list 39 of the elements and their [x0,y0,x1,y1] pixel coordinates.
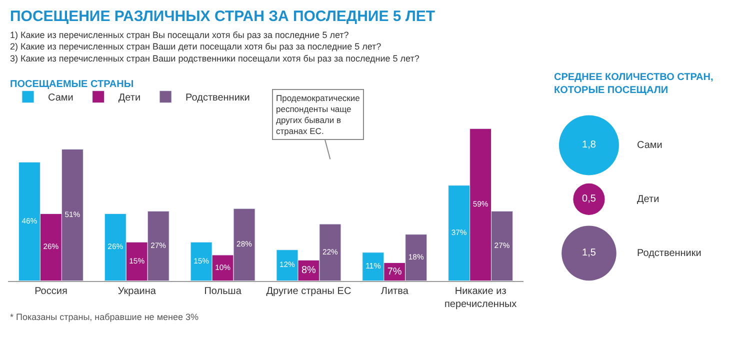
data-label: 37% [451,228,467,238]
legend-label: Дети [118,92,141,104]
x-tick-label: Украина [118,286,156,297]
chart-subtitle: 1) Какие из перечисленных стран Вы посещали хотя бы раз за последние 5 лет? 2) Какие из перечисленных стран Ваши дети посещали хотя бы раз за последние 5 лет? 3) Какие из перечисленных стран Ваши родственники посещали хотя бы раз за последние 5 лет? [10,30,420,64]
x-tick-label: Литва [380,286,409,297]
legend-label: Родственники [186,92,250,104]
x-tick-label: Никакие из перечисленных [444,286,517,310]
data-label: 8% [301,264,316,276]
data-label: 27% [150,240,166,250]
x-tick-label: Польша [204,286,242,297]
category-label: Сами [637,140,662,151]
x-axis-title: ПОСЕЩАЕМЫЕ СТРАНЫ [10,79,134,90]
data-label: 27% [494,240,510,250]
x-tick-label: Другие страны ЕС [266,286,352,297]
x-tick-label: Россия [34,286,68,297]
data-label: 15% [194,256,210,266]
data-label: 1,8 [582,140,596,151]
data-label: 12% [280,260,296,270]
category-label: Дети [637,194,660,205]
data-label: 51% [64,210,80,219]
data-label: 28% [236,240,252,249]
data-label: 26% [108,242,124,252]
chart-title: ПОСЕЩЕНИЕ РАЗЛИЧНЫХ СТРАН ЗА ПОСЛЕДНИЕ 5 ЛЕТ [10,8,436,25]
data-label: 26% [43,242,59,252]
data-label: 18% [408,252,424,262]
data-label: 22% [322,247,338,256]
text: * Показаны страны, набравшие не менее 3% [10,312,198,322]
annotation: Продемократические респонденты чаще других бывали в странах ЕС. [276,93,360,136]
legend-label: Сами [48,92,74,104]
data-label: 10% [215,262,231,272]
data-label: 15% [129,256,145,266]
data-label: 7% [387,266,402,278]
data-label: 0,5 [582,194,596,205]
data-label: 1,5 [582,248,596,259]
text: СРЕДНЕЕ КОЛИЧЕСТВО СТРАН, КОТОРЫЕ ПОСЕЩАЛИ [554,72,714,96]
data-label: 11% [365,262,381,271]
data-label: 46% [22,216,38,226]
category-label: Родственники [637,248,702,259]
data-label: 59% [472,200,488,209]
